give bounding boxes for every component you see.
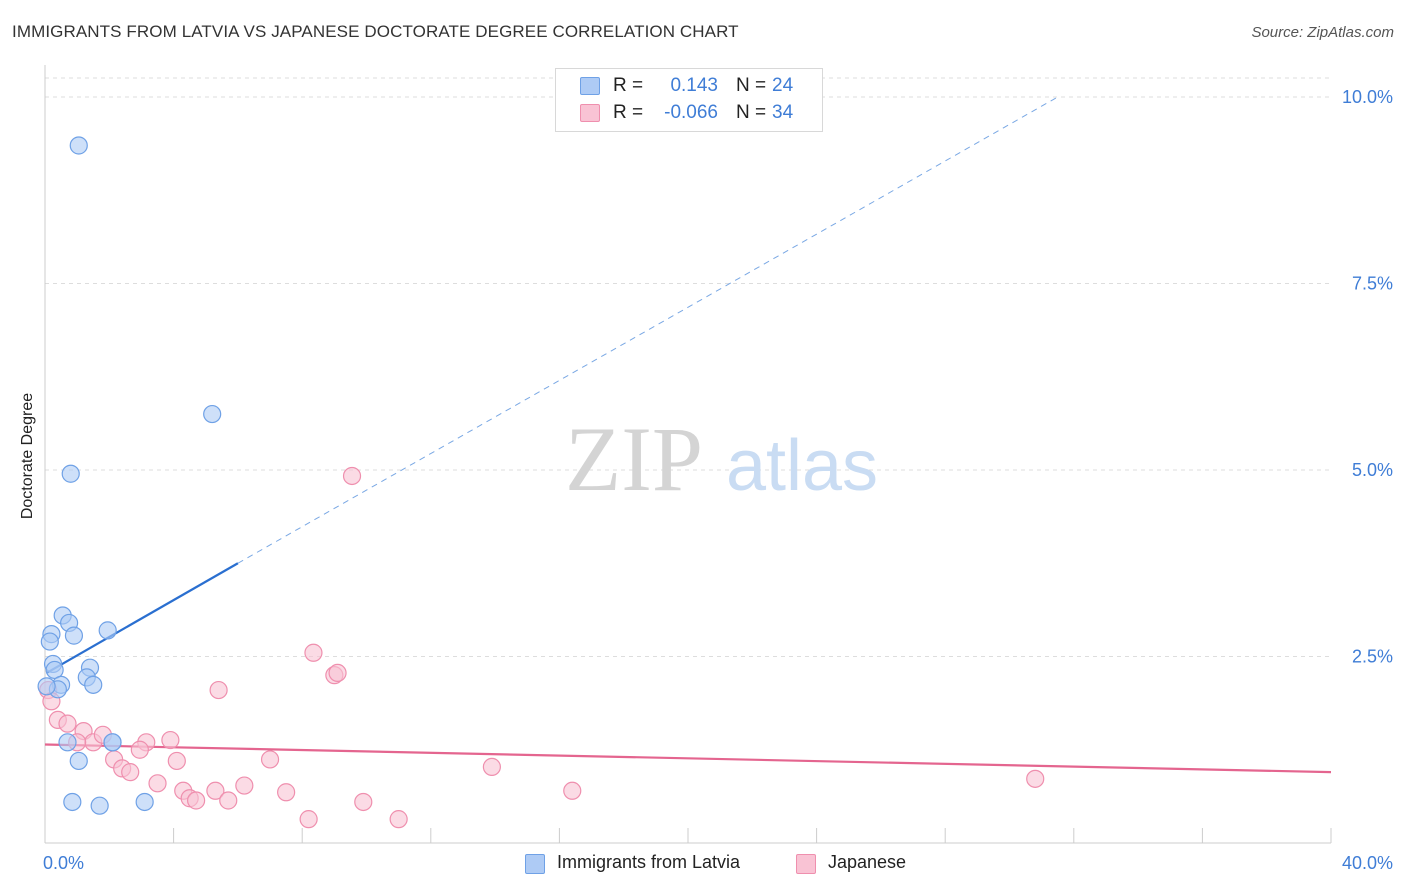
- point-japanese: [389, 810, 408, 829]
- r-label: R =: [613, 75, 644, 96]
- n-value: 34: [772, 102, 794, 123]
- point-latvia: [84, 675, 103, 694]
- stats-row-latvia: R = 0.143 N = 24: [556, 73, 822, 100]
- legend-label-latvia: Immigrants from Latvia: [557, 852, 741, 872]
- n-value: 24: [772, 75, 794, 96]
- point-japanese: [161, 730, 180, 750]
- trend-line-latvia: [46, 562, 239, 674]
- point-japanese: [121, 763, 140, 782]
- point-japanese: [563, 781, 582, 800]
- stats-row-japanese: R = -0.066 N = 34: [556, 100, 822, 127]
- trend-lines: [44, 96, 1332, 774]
- point-latvia: [98, 621, 117, 640]
- r-label: R =: [613, 102, 644, 123]
- point-japanese: [167, 751, 186, 771]
- n-label: N =: [736, 102, 767, 123]
- trend-line-japanese: [44, 743, 1332, 774]
- trend-line-latvia-extension: [237, 96, 1058, 564]
- point-latvia: [58, 733, 77, 752]
- point-japanese: [206, 781, 225, 800]
- y-tick-label: 7.5%: [1352, 274, 1393, 294]
- source-credit: Source: ZipAtlas.com: [1251, 24, 1394, 41]
- point-japanese: [187, 791, 206, 810]
- point-latvia: [135, 792, 154, 812]
- point-japanese: [219, 791, 238, 810]
- point-japanese: [299, 810, 318, 829]
- point-latvia: [63, 792, 82, 812]
- y-tick-label: 10.0%: [1342, 87, 1393, 107]
- point-japanese: [328, 663, 347, 683]
- point-japanese: [260, 750, 280, 769]
- stats-swatch-japanese: [580, 104, 600, 122]
- legend-label-japanese: Japanese: [828, 852, 907, 872]
- point-japanese: [342, 466, 362, 486]
- point-latvia: [103, 733, 122, 752]
- axes: [44, 65, 1332, 844]
- point-latvia: [37, 677, 56, 696]
- grid-lines: [45, 77, 1331, 657]
- point-japanese: [1026, 769, 1045, 788]
- tick-labels: 2.5% 5.0% 7.5% 10.0% 0.0% 40.0%: [43, 87, 1393, 873]
- n-label: N =: [736, 75, 767, 96]
- point-latvia: [90, 796, 109, 815]
- stats-swatch-latvia: [580, 77, 600, 95]
- r-value: 0.143: [670, 75, 718, 96]
- point-latvia: [61, 464, 80, 483]
- x-tick-label-max: 40.0%: [1342, 853, 1393, 873]
- point-latvia: [203, 404, 222, 424]
- y-tick-label: 5.0%: [1352, 460, 1393, 480]
- point-japanese: [354, 792, 373, 812]
- watermark: ZIP atlas: [565, 408, 878, 510]
- legend-swatch-japanese: [796, 854, 816, 874]
- watermark-zip: ZIP: [565, 408, 703, 510]
- data-points: [37, 136, 1045, 829]
- point-japanese: [482, 757, 501, 777]
- point-japanese: [304, 643, 323, 662]
- point-japanese: [58, 714, 77, 733]
- point-japanese: [148, 774, 167, 793]
- point-japanese: [235, 776, 254, 795]
- point-latvia: [64, 626, 84, 645]
- point-japanese: [130, 740, 149, 759]
- chart-title: IMMIGRANTS FROM LATVIA VS JAPANESE DOCTO…: [12, 22, 739, 41]
- point-latvia: [69, 751, 88, 771]
- x-tick-label-min: 0.0%: [43, 853, 84, 873]
- point-latvia: [69, 136, 88, 155]
- point-japanese: [209, 680, 228, 700]
- r-value: -0.066: [664, 102, 718, 123]
- stats-box: R = 0.143 N = 24 R = -0.066 N = 34: [555, 68, 823, 132]
- y-tick-label: 2.5%: [1352, 647, 1393, 667]
- point-japanese: [277, 783, 296, 802]
- watermark-atlas: atlas: [726, 426, 878, 506]
- point-latvia: [40, 632, 59, 651]
- legend-swatch-latvia: [525, 854, 545, 874]
